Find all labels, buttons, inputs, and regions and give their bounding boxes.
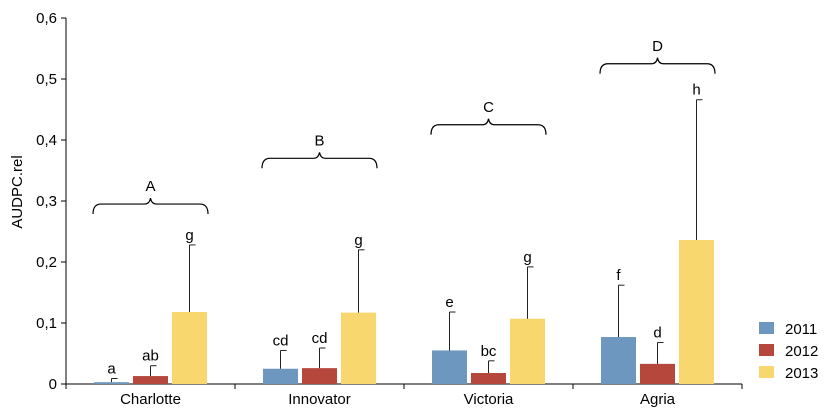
legend-swatch <box>759 366 774 378</box>
x-category-label: Victoria <box>464 391 514 408</box>
group-brackets: A B C D <box>92 38 716 215</box>
significance-letter: cd <box>312 330 328 347</box>
y-tick-label: 0,3 <box>36 193 57 210</box>
bar <box>172 312 207 384</box>
bar <box>263 368 298 384</box>
y-tick-label: 0,2 <box>36 254 57 271</box>
significance-letter: g <box>185 227 193 244</box>
significance-letter: a <box>107 361 116 378</box>
y-axis-title: AUDPC.rel <box>9 155 26 228</box>
bar <box>133 376 168 384</box>
x-category-label: Agria <box>640 391 676 408</box>
group-bracket <box>599 57 716 74</box>
significance-letter: bc <box>481 343 497 360</box>
bar <box>432 350 467 384</box>
bar <box>302 368 337 384</box>
significance-letter: e <box>445 294 453 311</box>
bars <box>94 240 714 384</box>
group-bracket-label: A <box>145 178 155 195</box>
legend-label: 2011 <box>785 321 817 338</box>
significance-labels: a ab g cd cd g e bc g f d h <box>107 82 700 378</box>
y-tick-label: 0,5 <box>36 71 57 88</box>
group-bracket <box>92 197 209 215</box>
y-tick-label: 0,1 <box>36 315 57 332</box>
bar <box>510 318 545 384</box>
significance-letter: d <box>653 325 661 342</box>
bar <box>471 373 506 384</box>
error-bars <box>111 99 703 383</box>
bar <box>94 382 129 384</box>
significance-letter: f <box>616 267 621 284</box>
bar <box>601 337 636 384</box>
significance-letter: g <box>523 249 531 266</box>
group-bracket-label: C <box>483 99 494 116</box>
legend-swatch <box>759 322 774 334</box>
y-tick-label: 0,6 <box>36 10 57 27</box>
x-category-label: Charlotte <box>120 391 181 408</box>
y-tick-label: 0,4 <box>36 132 57 149</box>
legend-swatch <box>759 344 774 356</box>
significance-letter: g <box>354 232 362 249</box>
group-bracket <box>430 118 547 135</box>
bar <box>679 240 714 384</box>
significance-letter: ab <box>142 348 159 365</box>
legend: 2011 2012 2013 <box>759 321 818 382</box>
x-category-label: Innovator <box>288 391 351 408</box>
significance-letter: cd <box>273 332 289 349</box>
y-axis: 0 0,1 0,2 0,3 0,4 0,5 0,6 <box>36 10 67 393</box>
group-bracket-label: D <box>652 38 663 55</box>
group-bracket <box>261 152 378 169</box>
significance-letter: h <box>692 82 700 99</box>
y-tick-label: 0 <box>49 376 57 393</box>
legend-label: 2012 <box>785 343 818 360</box>
legend-label: 2013 <box>785 365 818 382</box>
group-bracket-label: B <box>314 132 324 149</box>
bar <box>640 363 675 384</box>
bar <box>341 312 376 384</box>
x-axis: Charlotte Innovator Victoria Agria <box>65 383 743 408</box>
